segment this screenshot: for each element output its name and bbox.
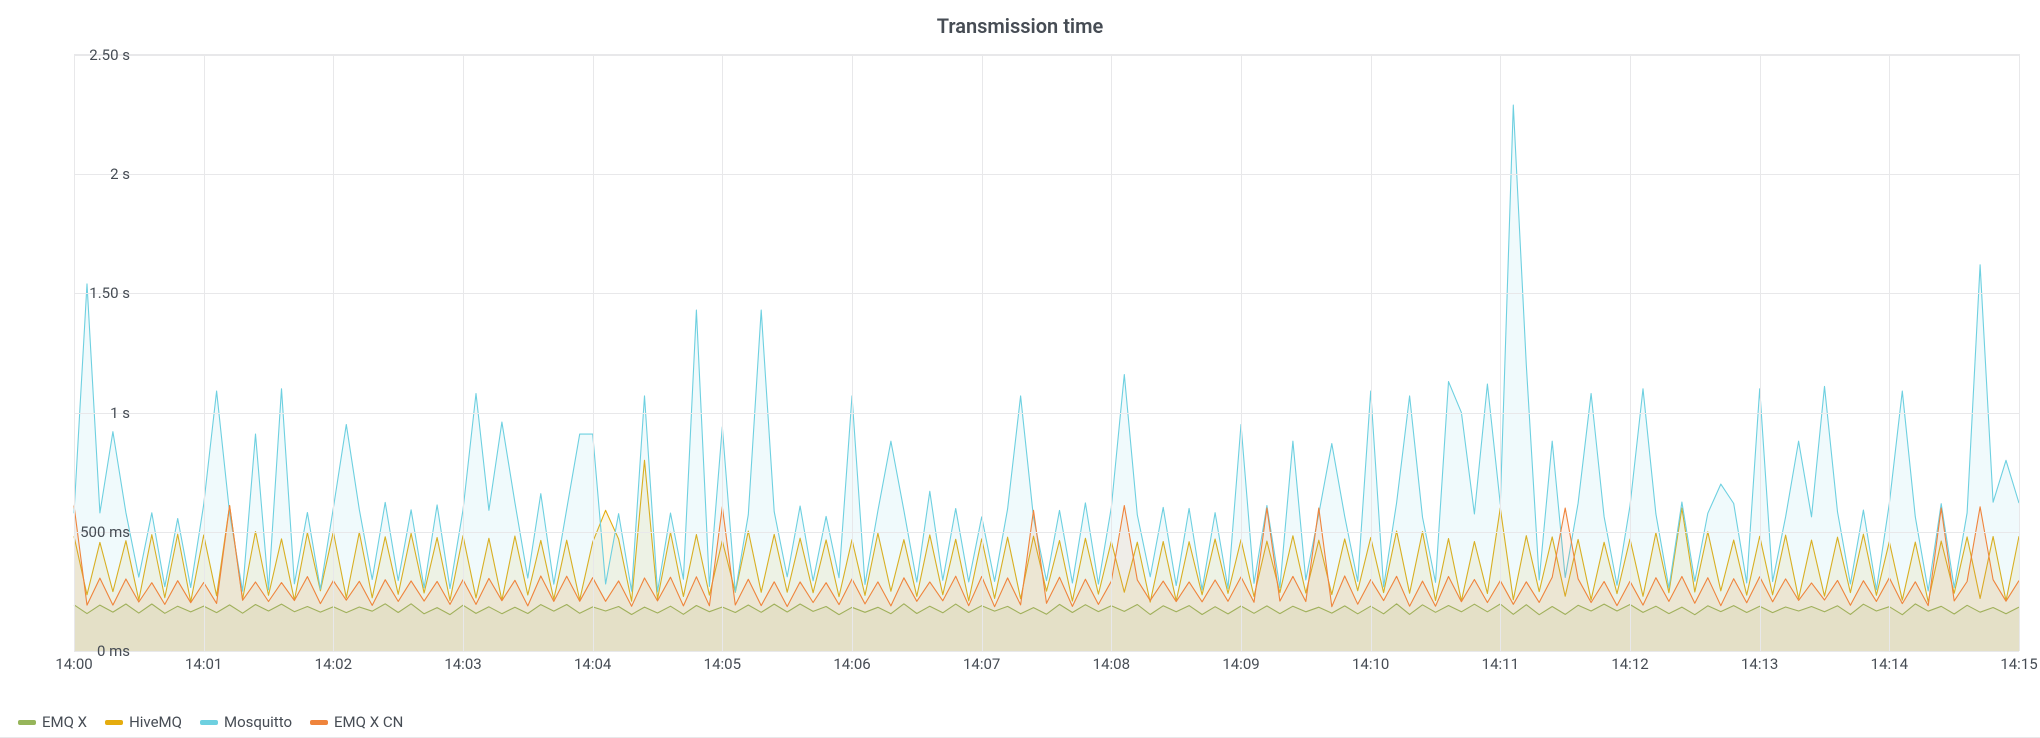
y-axis-label: 2.50 s: [89, 46, 130, 64]
y-axis-label: 1 s: [110, 404, 130, 422]
x-axis-label: 14:08: [1093, 655, 1130, 673]
chart-panel: Transmission time 0 ms 500 ms 1 s 1.50 s 2 s…: [0, 0, 2040, 738]
x-axis-label: 14:11: [1482, 655, 1519, 673]
legend-label: EMQ X: [42, 713, 87, 731]
x-axis-label: 14:06: [833, 655, 870, 673]
legend-label: Mosquitto: [224, 713, 292, 731]
x-axis-label: 14:09: [1222, 655, 1259, 673]
y-axis-label: 1.50 s: [89, 284, 130, 302]
x-axis-label: 14:14: [1871, 655, 1908, 673]
legend-item[interactable]: EMQ X: [18, 713, 87, 731]
legend-swatch: [200, 720, 218, 725]
x-axis-label: 14:13: [1741, 655, 1778, 673]
x-axis-label: 14:02: [315, 655, 352, 673]
chart-svg: [74, 55, 2019, 651]
legend-label: HiveMQ: [129, 713, 182, 731]
y-axis-label: 2 s: [110, 165, 130, 183]
x-axis-label: 14:12: [1611, 655, 1648, 673]
legend-swatch: [310, 720, 328, 725]
legend-item[interactable]: HiveMQ: [105, 713, 182, 731]
plot-wrap: 0 ms500 ms1 s1.50 s2 s2.50 s14:0014:0114…: [14, 54, 2026, 697]
x-axis-label: 14:01: [185, 655, 222, 673]
legend-swatch: [105, 720, 123, 725]
x-axis-label: 14:05: [704, 655, 741, 673]
chart-title: Transmission time: [0, 0, 2040, 50]
legend-item[interactable]: EMQ X CN: [310, 713, 403, 731]
legend-swatch: [18, 720, 36, 725]
y-axis-label: 0 ms: [97, 642, 130, 660]
legend-label: EMQ X CN: [334, 713, 403, 731]
x-axis-label: 14:04: [574, 655, 611, 673]
x-axis-label: 14:07: [963, 655, 1000, 673]
legend-item[interactable]: Mosquitto: [200, 713, 292, 731]
x-axis-label: 14:15: [2000, 655, 2037, 673]
legend: EMQ X HiveMQ Mosquitto EMQ X CN: [14, 713, 2026, 731]
x-axis-label: 14:03: [444, 655, 481, 673]
series-fill: [74, 105, 2019, 651]
plot-area[interactable]: 0 ms500 ms1 s1.50 s2 s2.50 s14:0014:0114…: [74, 54, 2020, 651]
x-axis-label: 14:00: [55, 655, 92, 673]
x-axis-label: 14:10: [1352, 655, 1389, 673]
y-axis-label: 500 ms: [80, 523, 130, 541]
